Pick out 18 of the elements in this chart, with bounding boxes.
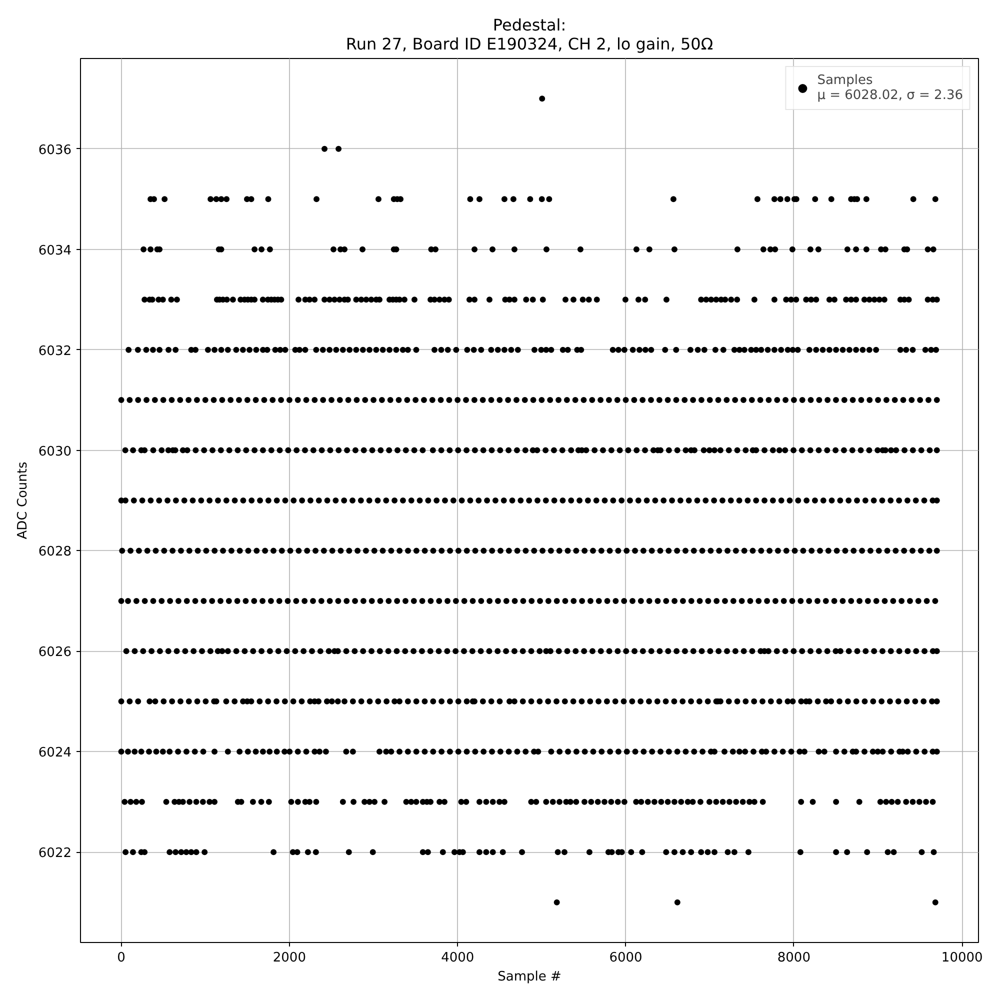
y-tick-label: 6022 [38,846,72,862]
chart-title: Pedestal: Run 27, Board ID E190324, CH 2, lo gain, 50Ω [346,16,714,54]
y-tick-label: 6036 [38,142,72,158]
x-tick-label: 2000 [272,950,306,966]
y-tick-label: 6030 [38,444,72,460]
y-tick-label: 6028 [38,544,72,560]
y-tick-label: 6034 [38,243,72,258]
y-tick-label: 6026 [38,645,72,660]
y-axis-title: ADC Counts [15,462,30,540]
x-axis-title: Sample # [498,970,562,984]
legend-label: Samples μ = 6028.02, σ = 2.36 [817,73,963,103]
x-tick-label: 0 [117,950,126,966]
x-tick-label: 4000 [441,950,474,966]
y-tick-label: 6024 [38,746,72,761]
x-tick-label: 6000 [609,950,642,966]
x-tick-label: 8000 [777,950,810,966]
x-tick-label: 10000 [941,950,983,966]
y-tick-label: 6032 [38,344,72,359]
